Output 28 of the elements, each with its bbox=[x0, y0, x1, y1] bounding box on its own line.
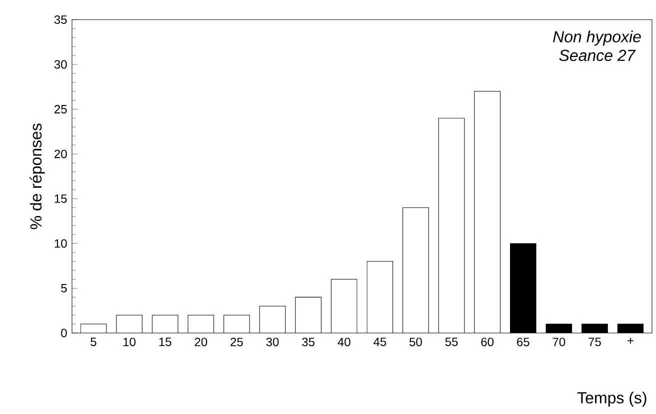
x-tick-label: 50 bbox=[410, 338, 422, 346]
y-tick-label: 20 bbox=[54, 150, 67, 158]
x-tick-label: 35 bbox=[302, 338, 314, 346]
annotation: Non hypoxie bbox=[553, 30, 641, 46]
x-tick-label: 5 bbox=[90, 338, 96, 346]
y-tick-label: 25 bbox=[54, 104, 67, 114]
x-tick-label: 20 bbox=[194, 338, 208, 346]
x-tick-label: 10 bbox=[124, 338, 136, 346]
x-tick-label: 45 bbox=[374, 338, 386, 346]
annotation: Seance 27 bbox=[559, 50, 636, 62]
x-tick-label: 25 bbox=[230, 338, 243, 346]
x-tick-label: 40 bbox=[338, 338, 350, 346]
x-tick-label: 60 bbox=[481, 338, 494, 346]
y-tick-label: 5 bbox=[61, 284, 67, 292]
y-axis-title: % de réponses bbox=[30, 124, 45, 230]
y-tick-label: 0 bbox=[61, 328, 67, 338]
x-tick-label: 15 bbox=[159, 338, 172, 346]
y-tick-label: 10 bbox=[54, 239, 67, 248]
x-tick-label: 70 bbox=[552, 338, 566, 346]
y-tick-label: 15 bbox=[54, 194, 67, 203]
y-tick-label: 35 bbox=[54, 15, 67, 24]
x-tick-label: 65 bbox=[517, 338, 530, 346]
x-axis-title: Temps (s) bbox=[577, 392, 646, 407]
x-tick-label: 30 bbox=[266, 338, 279, 346]
x-tick-label: + bbox=[628, 338, 634, 344]
x-tick-label: 55 bbox=[445, 338, 458, 346]
y-tick-label: 30 bbox=[54, 60, 67, 69]
x-tick-label: 75 bbox=[588, 338, 601, 346]
